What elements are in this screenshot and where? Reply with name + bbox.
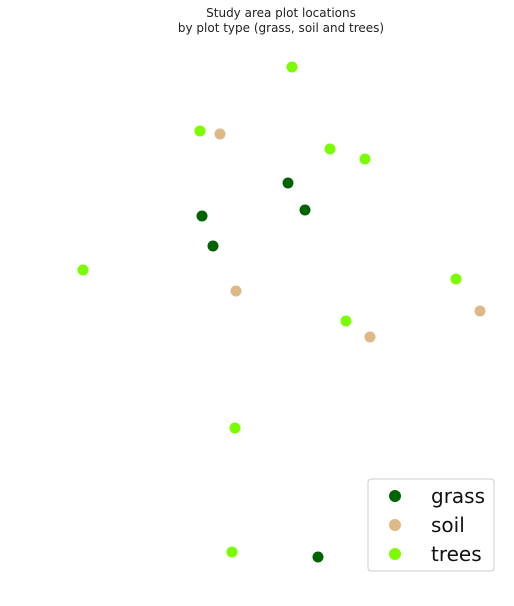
- point-trees-6: [450, 273, 462, 285]
- point-grass-2: [299, 204, 311, 216]
- legend-marker-soil: [389, 519, 401, 531]
- legend-marker-trees: [389, 548, 401, 560]
- legend-marker-grass: [389, 490, 401, 502]
- plot-points: [77, 61, 486, 563]
- point-trees-3: [324, 143, 336, 155]
- point-grass-1: [282, 177, 294, 189]
- chart-subtitle: by plot type (grass, soil and trees): [178, 21, 384, 35]
- legend-label-trees: trees: [431, 542, 482, 566]
- point-grass-4: [207, 240, 219, 252]
- point-trees-1: [286, 61, 298, 73]
- point-grass-5: [312, 551, 324, 563]
- legend-label-soil: soil: [431, 513, 465, 537]
- point-trees-2: [194, 125, 206, 137]
- point-grass-3: [196, 210, 208, 222]
- point-soil-4: [364, 331, 376, 343]
- point-trees-5: [77, 264, 89, 276]
- point-trees-4: [359, 153, 371, 165]
- point-trees-7: [340, 315, 352, 327]
- legend-label-grass: grass: [431, 484, 485, 508]
- chart-title: Study area plot locations: [206, 6, 356, 20]
- legend: grass soil trees: [367, 478, 495, 572]
- point-trees-8: [229, 422, 241, 434]
- point-trees-9: [226, 546, 238, 558]
- point-soil-2: [230, 285, 242, 297]
- point-soil-3: [474, 305, 486, 317]
- legend-frame: [367, 478, 495, 572]
- point-soil-1: [214, 128, 226, 140]
